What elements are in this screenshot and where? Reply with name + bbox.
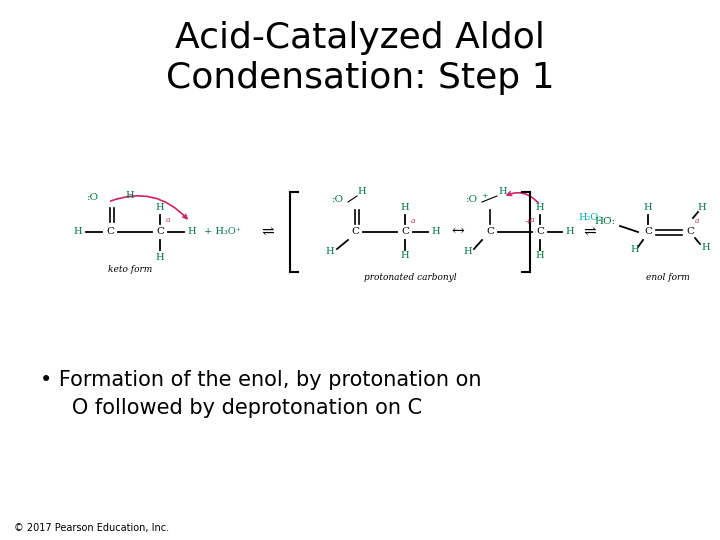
Text: H: H: [499, 187, 508, 197]
Text: ⇌: ⇌: [261, 225, 274, 239]
Text: C: C: [486, 227, 494, 237]
Text: © 2017 Pearson Education, Inc.: © 2017 Pearson Education, Inc.: [14, 523, 169, 533]
Text: a: a: [410, 217, 415, 225]
Text: a: a: [530, 216, 534, 224]
Text: ↔: ↔: [451, 225, 464, 239]
Text: C: C: [106, 227, 114, 237]
Text: H: H: [631, 246, 639, 254]
Text: H: H: [536, 251, 544, 260]
Text: O followed by deprotonation on C: O followed by deprotonation on C: [52, 398, 422, 418]
Text: C: C: [644, 227, 652, 237]
Text: H: H: [702, 244, 711, 253]
Text: H: H: [156, 253, 164, 262]
Text: H: H: [188, 227, 197, 237]
Text: protonated carbonyl: protonated carbonyl: [364, 273, 456, 282]
Text: • Formation of the enol, by protonation on: • Formation of the enol, by protonation …: [40, 370, 482, 390]
Text: a: a: [695, 217, 699, 225]
Text: +: +: [481, 192, 487, 200]
Text: :Ȯ: :Ȯ: [332, 195, 344, 205]
Text: Condensation: Step 1: Condensation: Step 1: [166, 61, 554, 95]
Text: enol form: enol form: [646, 273, 690, 282]
Text: C: C: [686, 227, 694, 237]
Text: keto form: keto form: [108, 266, 152, 274]
Text: a: a: [166, 216, 170, 224]
Text: Acid-Catalyzed Aldol: Acid-Catalyzed Aldol: [175, 21, 545, 55]
Text: +: +: [524, 218, 530, 226]
Text: :Ȯ: :Ȯ: [87, 193, 99, 202]
Text: H: H: [464, 247, 472, 256]
Text: C: C: [401, 227, 409, 237]
Text: H: H: [698, 204, 706, 213]
Text: C: C: [351, 227, 359, 237]
Text: H: H: [401, 204, 409, 213]
Text: :O: :O: [466, 195, 478, 205]
FancyArrowPatch shape: [507, 192, 538, 203]
Text: H: H: [126, 192, 135, 200]
Text: C: C: [536, 227, 544, 237]
Text: H₂O:: H₂O:: [578, 213, 602, 222]
Text: H: H: [401, 251, 409, 260]
Text: H: H: [644, 204, 652, 213]
Text: H: H: [156, 204, 164, 213]
Text: H: H: [566, 227, 575, 237]
Text: C: C: [156, 227, 164, 237]
FancyArrowPatch shape: [111, 196, 187, 219]
Text: H: H: [358, 187, 366, 197]
Text: H: H: [432, 227, 441, 237]
Text: H: H: [73, 227, 82, 237]
Text: HÖ:: HÖ:: [595, 218, 616, 226]
Text: + H₃O⁺: + H₃O⁺: [204, 227, 240, 237]
Text: H: H: [325, 247, 334, 256]
Text: H: H: [536, 204, 544, 213]
Text: ⇌: ⇌: [584, 225, 596, 239]
